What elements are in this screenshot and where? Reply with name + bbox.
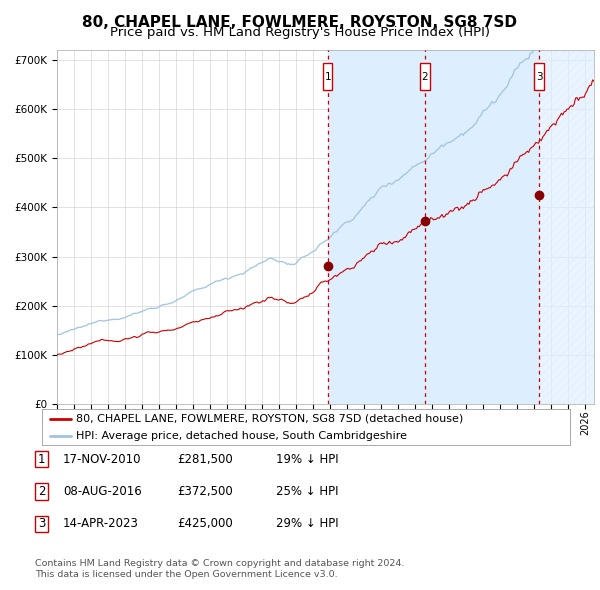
Text: HPI: Average price, detached house, South Cambridgeshire: HPI: Average price, detached house, Sout…	[76, 431, 407, 441]
Text: 3: 3	[38, 517, 45, 530]
Text: 1: 1	[325, 72, 331, 81]
Text: 29% ↓ HPI: 29% ↓ HPI	[276, 517, 338, 530]
Text: 25% ↓ HPI: 25% ↓ HPI	[276, 485, 338, 498]
Text: 1: 1	[38, 453, 45, 466]
Bar	[539, 50, 600, 404]
Text: Price paid vs. HM Land Registry's House Price Index (HPI): Price paid vs. HM Land Registry's House …	[110, 26, 490, 39]
Text: 3: 3	[536, 72, 542, 81]
Text: 08-AUG-2016: 08-AUG-2016	[63, 485, 142, 498]
Bar	[328, 50, 539, 404]
Text: 2: 2	[422, 72, 428, 81]
Text: Contains HM Land Registry data © Crown copyright and database right 2024.: Contains HM Land Registry data © Crown c…	[35, 559, 404, 568]
Text: £281,500: £281,500	[177, 453, 233, 466]
Text: 14-APR-2023: 14-APR-2023	[63, 517, 139, 530]
Text: 19% ↓ HPI: 19% ↓ HPI	[276, 453, 338, 466]
Text: 17-NOV-2010: 17-NOV-2010	[63, 453, 142, 466]
Text: £372,500: £372,500	[177, 485, 233, 498]
Text: 80, CHAPEL LANE, FOWLMERE, ROYSTON, SG8 7SD (detached house): 80, CHAPEL LANE, FOWLMERE, ROYSTON, SG8 …	[76, 414, 464, 424]
FancyBboxPatch shape	[323, 63, 332, 90]
Text: This data is licensed under the Open Government Licence v3.0.: This data is licensed under the Open Gov…	[35, 571, 337, 579]
FancyBboxPatch shape	[535, 63, 544, 90]
FancyBboxPatch shape	[420, 63, 430, 90]
Text: 2: 2	[38, 485, 45, 498]
Text: £425,000: £425,000	[177, 517, 233, 530]
Text: 80, CHAPEL LANE, FOWLMERE, ROYSTON, SG8 7SD: 80, CHAPEL LANE, FOWLMERE, ROYSTON, SG8 …	[83, 15, 517, 30]
